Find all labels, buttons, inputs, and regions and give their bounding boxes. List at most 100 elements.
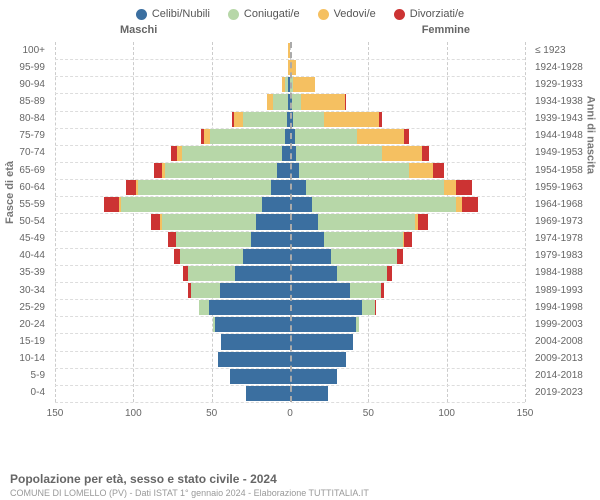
legend-item: Vedovi/e — [318, 8, 376, 20]
segment — [290, 317, 356, 332]
age-label: 85-89 — [0, 96, 50, 107]
grid-line — [525, 42, 526, 402]
center-line — [290, 42, 292, 402]
legend-item: Celibi/Nubili — [136, 8, 210, 20]
segment — [433, 163, 444, 178]
male-bar — [201, 129, 290, 144]
male-bar — [126, 180, 290, 195]
segment — [256, 214, 290, 229]
birth-label: 1924-1928 — [530, 62, 600, 73]
segment — [262, 197, 290, 212]
segment — [306, 180, 444, 195]
segment — [318, 214, 415, 229]
segment — [418, 214, 427, 229]
legend: Celibi/Nubili Coniugati/e Vedovi/e Divorzia… — [0, 0, 600, 24]
birth-label: 1969-1973 — [530, 216, 600, 227]
segment — [251, 232, 290, 247]
segment — [293, 77, 315, 92]
female-bar — [290, 266, 392, 281]
male-bar — [199, 300, 290, 315]
birth-label: 1939-1943 — [530, 113, 600, 124]
x-tick-label: 100 — [125, 408, 142, 419]
segment — [293, 112, 324, 127]
female-bar — [290, 317, 359, 332]
female-bar — [290, 249, 403, 264]
segment — [290, 369, 337, 384]
segment — [312, 197, 456, 212]
segment — [345, 94, 347, 109]
birth-label: 1949-1953 — [530, 147, 600, 158]
male-bar — [174, 249, 290, 264]
segment — [221, 334, 290, 349]
age-label: 20-24 — [0, 319, 50, 330]
birth-label: 2009-2013 — [530, 353, 600, 364]
segment — [404, 129, 409, 144]
legend-label: Celibi/Nubili — [152, 8, 210, 20]
segment — [387, 266, 392, 281]
segment — [126, 180, 137, 195]
segment — [375, 300, 377, 315]
male-bar — [183, 266, 290, 281]
segment — [282, 146, 290, 161]
segment — [290, 283, 350, 298]
segment — [397, 249, 403, 264]
segment — [246, 386, 290, 401]
age-label: 70-74 — [0, 147, 50, 158]
segment — [409, 163, 433, 178]
segment — [290, 197, 312, 212]
male-bar — [282, 77, 290, 92]
segment — [151, 214, 160, 229]
segment — [292, 94, 301, 109]
female-bar — [290, 300, 376, 315]
segment — [243, 112, 287, 127]
male-bar — [151, 214, 290, 229]
segment — [362, 300, 375, 315]
segment — [215, 317, 290, 332]
legend-item: Divorziati/e — [394, 8, 464, 20]
chart-subtitle: COMUNE DI LOMELLO (PV) - Dati ISTAT 1° g… — [10, 488, 590, 498]
segment — [290, 386, 328, 401]
legend-label: Coniugati/e — [244, 8, 300, 20]
segment — [290, 352, 346, 367]
male-bar — [232, 112, 290, 127]
male-bar — [168, 232, 290, 247]
segment — [290, 300, 362, 315]
birth-label: 1999-2003 — [530, 319, 600, 330]
segment — [191, 283, 219, 298]
age-label: 0-4 — [0, 387, 50, 398]
segment — [180, 249, 243, 264]
segment — [273, 94, 289, 109]
segment — [209, 300, 290, 315]
female-bar — [290, 197, 478, 212]
female-bar — [290, 146, 429, 161]
birth-label: 1959-1963 — [530, 182, 600, 193]
column-headers: Maschi Femmine — [0, 24, 600, 42]
segment — [324, 112, 379, 127]
age-label: 15-19 — [0, 336, 50, 347]
segment — [199, 300, 208, 315]
female-bar — [290, 369, 337, 384]
segment — [138, 180, 271, 195]
segment — [381, 283, 384, 298]
age-label: 50-54 — [0, 216, 50, 227]
segment — [404, 232, 412, 247]
age-label: 35-39 — [0, 267, 50, 278]
age-label: 80-84 — [0, 113, 50, 124]
segment — [168, 232, 176, 247]
age-label: 65-69 — [0, 165, 50, 176]
segment — [301, 94, 345, 109]
age-label: 60-64 — [0, 182, 50, 193]
female-bar — [290, 163, 444, 178]
segment — [210, 129, 285, 144]
chart-area: Maschi Femmine Fasce di età Anni di nasc… — [0, 24, 600, 444]
legend-item: Coniugati/e — [228, 8, 300, 20]
male-bar — [230, 369, 290, 384]
male-bar — [171, 146, 290, 161]
segment — [444, 180, 457, 195]
legend-swatch — [394, 9, 405, 20]
male-bar — [154, 163, 290, 178]
segment — [350, 283, 381, 298]
age-label: 25-29 — [0, 302, 50, 313]
birth-label: 1964-1968 — [530, 199, 600, 210]
female-bar — [290, 180, 472, 195]
